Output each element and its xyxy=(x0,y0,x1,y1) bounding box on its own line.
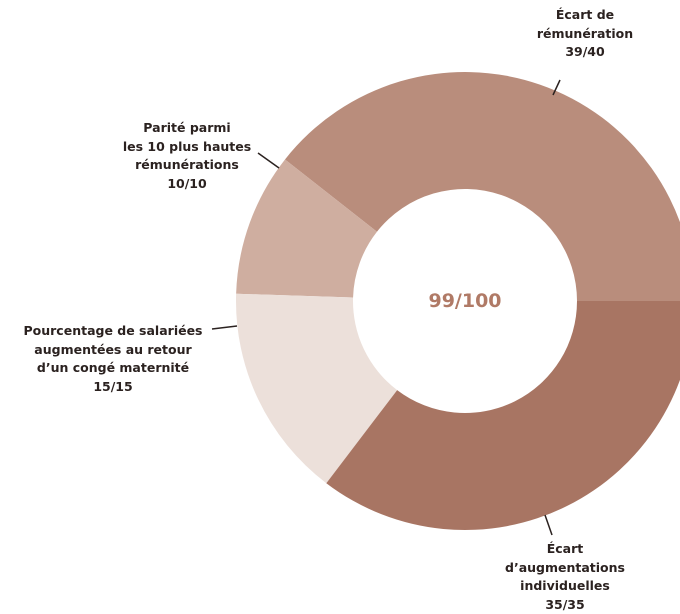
leader-line xyxy=(258,153,279,168)
label-text: 10/10 xyxy=(123,175,251,194)
leader-line xyxy=(545,515,552,535)
label-text: Écart de rémunération xyxy=(537,6,633,43)
label-text: Parité parmi les 10 plus hautes rémunéra… xyxy=(123,119,251,175)
label-text: 39/40 xyxy=(537,43,633,62)
label-text: Pourcentage de salariées augmentées au r… xyxy=(23,322,202,378)
label-text: Écart d’augmentations individuelles xyxy=(505,540,625,596)
center-label: 99/100 xyxy=(428,290,501,312)
label-text: 15/15 xyxy=(23,378,202,397)
slice-label: Pourcentage de salariées augmentées au r… xyxy=(23,322,202,396)
slice-label: Parité parmi les 10 plus hautes rémunéra… xyxy=(123,119,251,193)
donut-slice xyxy=(326,301,680,530)
label-text: 35/35 xyxy=(505,596,625,614)
leader-line xyxy=(212,326,237,329)
